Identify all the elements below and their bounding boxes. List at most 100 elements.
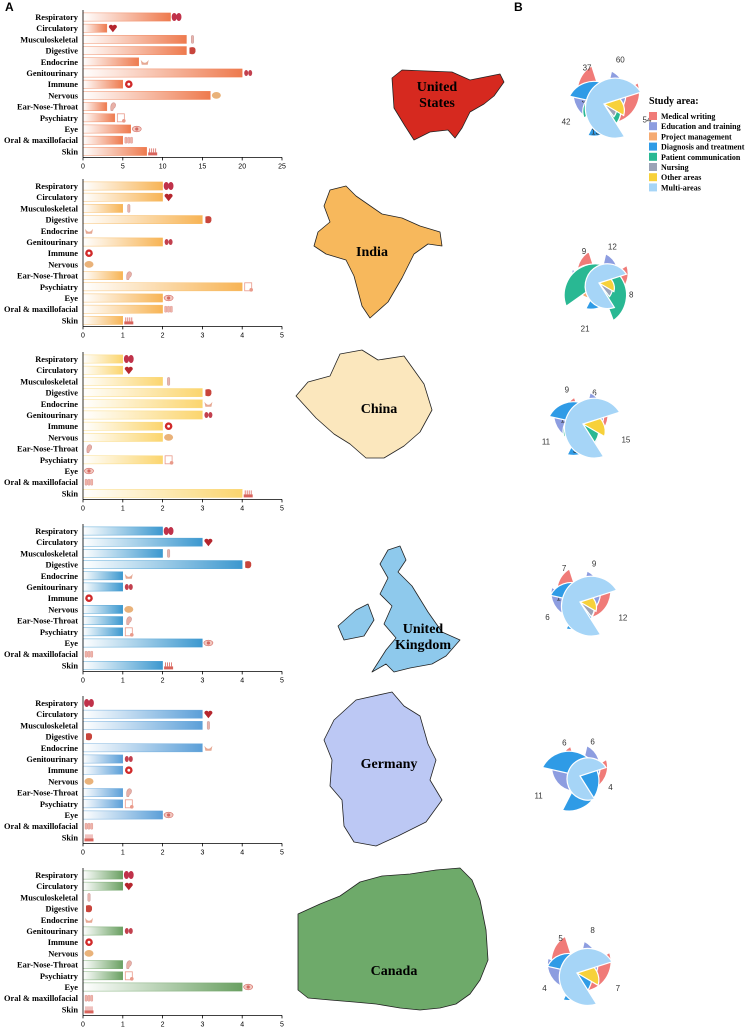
category-label: Respiratory (35, 699, 79, 708)
category-label: Respiratory (35, 13, 79, 22)
bar (82, 661, 163, 670)
bar (82, 526, 163, 536)
stomach-icon (205, 216, 212, 224)
petal-value-label: 7 (616, 984, 621, 993)
petal-value-label: 1 (556, 593, 561, 602)
bar (82, 410, 203, 420)
bar (82, 960, 123, 969)
country-name: Germany (361, 757, 418, 772)
category-label: Respiratory (35, 355, 79, 364)
ear-icon (110, 102, 116, 111)
category-label: Respiratory (35, 871, 79, 880)
virus-icon (85, 594, 93, 602)
country-rows: Respiratory Circulatory Musculoskeletal Dig… (4, 10, 652, 1028)
category-label: Musculoskeletal (20, 721, 78, 730)
ear-icon (126, 960, 132, 969)
country-name: Canada (371, 964, 418, 979)
brain-icon (84, 778, 94, 785)
petal-value-label: 7 (562, 564, 567, 573)
country-map (295, 349, 433, 459)
ear-icon (86, 444, 92, 453)
petal-value-label: 3 (582, 96, 587, 105)
bar (82, 743, 203, 753)
x-tick-label: 5 (121, 163, 125, 170)
category-label: Immune (48, 249, 79, 258)
category-label: Immune (48, 80, 79, 89)
bone-icon (206, 721, 210, 730)
thyroid-icon (85, 917, 93, 923)
petal-value-label: 4 (542, 984, 547, 993)
category-label: Respiratory (35, 527, 79, 536)
x-tick-label: 0 (81, 163, 85, 170)
category-label: Genitourinary (26, 755, 78, 764)
bar (82, 799, 123, 809)
psychiatry-icon (124, 971, 134, 981)
country-name: China (361, 402, 398, 417)
category-label: Ear-Nose-Throat (17, 789, 78, 798)
bar (82, 113, 116, 123)
x-tick-label: 2 (161, 505, 165, 512)
x-tick-label: 3 (200, 332, 204, 339)
skin-icon (124, 317, 134, 325)
bar (82, 881, 123, 891)
category-label: Endocrine (41, 400, 79, 409)
x-tick-label: 2 (161, 332, 165, 339)
category-label: Nervous (48, 777, 79, 786)
brain-icon (211, 92, 221, 99)
petal-value-label: 37 (583, 64, 592, 73)
category-label: Oral & maxillofacial (4, 650, 79, 659)
x-tick-label: 4 (240, 849, 244, 856)
skin-icon (84, 1006, 94, 1014)
bar (82, 377, 163, 386)
kidney-icon (164, 239, 173, 245)
teeth-icon (84, 479, 93, 486)
psychiatry-icon (244, 282, 253, 292)
kidney-icon (124, 756, 133, 762)
bone-icon (87, 893, 91, 902)
category-label: Ear-Nose-Throat (17, 272, 78, 281)
category-label: Skin (62, 316, 79, 325)
petal-value-label: 54 (643, 116, 652, 125)
country-map (297, 867, 489, 1011)
category-label: Psychiatry (40, 972, 79, 981)
petal (584, 77, 642, 139)
bar (82, 57, 139, 67)
virus-icon (85, 938, 93, 946)
bar (82, 489, 243, 498)
legend-swatch (649, 112, 657, 120)
kidney-icon (124, 584, 133, 590)
teeth-icon (164, 306, 173, 313)
heart-icon (124, 882, 133, 891)
lungs-icon (123, 871, 134, 879)
bone-icon (191, 35, 194, 44)
brain-icon (124, 606, 134, 613)
petal-value-label: 11 (542, 437, 551, 446)
category-label: Eye (65, 639, 79, 648)
thyroid-icon (204, 745, 213, 751)
bar (82, 304, 163, 314)
bar (82, 192, 163, 202)
petal-value-label: 5 (558, 934, 563, 943)
country-name: United States (417, 80, 458, 111)
x-tick-label: 0 (81, 849, 85, 856)
bar (82, 23, 108, 33)
x-tick-label: 1 (121, 1021, 125, 1028)
kidney-icon (244, 70, 253, 76)
brain-icon (84, 950, 94, 957)
bar (82, 12, 171, 22)
petal-chart: 97161112 (545, 559, 628, 637)
bone-icon (167, 549, 170, 558)
psychiatry-icon (164, 455, 174, 465)
eye-icon (243, 983, 253, 991)
legend-item-label: Nursing (661, 163, 689, 172)
petal (563, 397, 621, 459)
petal-value-label: 12 (618, 614, 627, 623)
category-label: Immune (48, 594, 79, 603)
legend-swatch (649, 163, 657, 171)
x-tick-label: 1 (121, 332, 125, 339)
country-row-germany: Respiratory Circulatory Musculoskeletal Dig… (4, 691, 613, 856)
category-label: Musculoskeletal (20, 893, 78, 902)
category-label: Musculoskeletal (20, 549, 78, 558)
